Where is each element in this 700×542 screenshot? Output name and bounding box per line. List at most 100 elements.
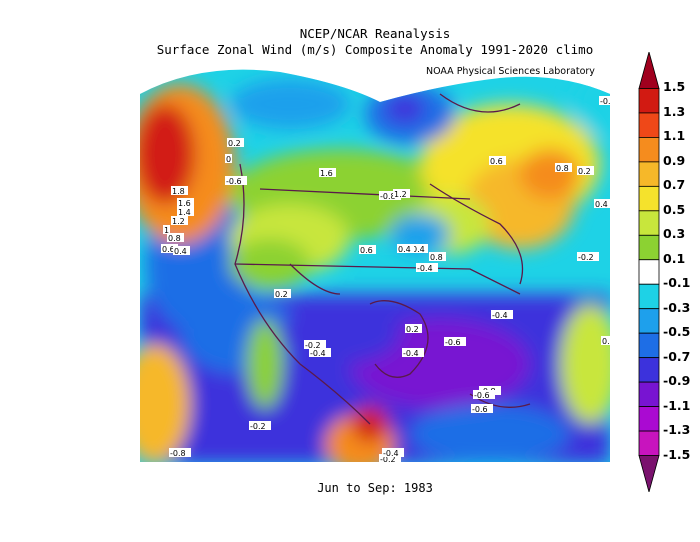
contour-label-bg bbox=[577, 166, 594, 175]
contour-label-bg bbox=[402, 348, 424, 357]
colorbar-segment bbox=[638, 357, 660, 383]
contour-label: 0.6 bbox=[490, 157, 503, 166]
contour-label: 0.8 bbox=[168, 234, 181, 243]
colorbar-tick-label: -0.9 bbox=[663, 373, 691, 389]
colorbar-segment bbox=[638, 161, 660, 187]
contour-label: -0.8 bbox=[380, 192, 396, 201]
colorbar-tick-label: -1.5 bbox=[663, 446, 691, 462]
colorbar-segment bbox=[638, 112, 660, 138]
colorbar-segment bbox=[638, 406, 660, 432]
contour-label: 0.6 bbox=[360, 246, 373, 255]
colorbar-tick-label: 1.3 bbox=[663, 103, 686, 119]
contour-label: 0.4 bbox=[412, 245, 425, 254]
contour-label: -0.6 bbox=[226, 177, 242, 186]
contour-label-bg bbox=[429, 252, 446, 261]
contour-label-bg bbox=[599, 96, 610, 105]
contour-label-bg bbox=[274, 289, 291, 298]
contour-label-bg bbox=[177, 207, 194, 216]
contour-label: -0.4 bbox=[403, 349, 419, 358]
contour-label-bg bbox=[379, 191, 401, 200]
contour-label: -0.2 bbox=[578, 253, 594, 262]
contour-label-bg bbox=[601, 336, 610, 345]
contour-label: -0.6 bbox=[445, 338, 461, 347]
colorbar-segment bbox=[638, 430, 660, 456]
contour-label-bg bbox=[489, 156, 506, 165]
time-period: Jun to Sep: 1983 bbox=[317, 481, 433, 495]
contour-label-bg bbox=[491, 310, 513, 319]
colorbar-tick-label: 0.7 bbox=[663, 177, 686, 193]
anomaly-map: 1.81.61.41.210.80.6 0.40.20-0.2-0.4-0.6-0… bbox=[140, 69, 610, 462]
contour-label-bg bbox=[173, 246, 190, 255]
colorbar-tick-label: 0.5 bbox=[663, 201, 686, 217]
contour-label-bg bbox=[382, 448, 404, 457]
colorbar-segment bbox=[638, 52, 660, 89]
contour-label: 1.2 bbox=[394, 190, 407, 199]
contour-label-bg bbox=[171, 186, 188, 195]
contour-label-bg bbox=[319, 168, 336, 177]
contour-label-bg bbox=[171, 216, 188, 225]
colorbar-tick-label: 0.1 bbox=[663, 250, 686, 266]
contour-label-bg bbox=[304, 340, 326, 349]
contour-label: -0.2 bbox=[380, 455, 396, 462]
contour-label-bg bbox=[577, 252, 599, 261]
colorbar-segment bbox=[638, 455, 660, 492]
colorbar-tick-label: -0.5 bbox=[663, 324, 691, 340]
contour-label-bg bbox=[309, 348, 331, 357]
colorbar-segment bbox=[638, 332, 660, 359]
colorbar-segment bbox=[638, 210, 660, 236]
contour-label: 0 bbox=[226, 155, 231, 164]
chart-subtitle: Surface Zonal Wind (m/s) Composite Anoma… bbox=[156, 42, 594, 57]
contour-label: -0.4 bbox=[310, 349, 326, 358]
colorbar-segment bbox=[638, 283, 660, 310]
colorbar-tick-label: 1.1 bbox=[663, 128, 686, 144]
contour-label: 0.6 bbox=[162, 245, 175, 254]
colorbar-tick-label: -0.1 bbox=[663, 275, 691, 291]
contour-label: 1.8 bbox=[172, 187, 185, 196]
contour-label: 0.4 bbox=[174, 247, 187, 256]
contour-labels: 1.81.61.41.210.80.6 0.40.20-0.2-0.4-0.6-0… bbox=[161, 96, 610, 462]
contour-label: -0.4 bbox=[417, 264, 433, 273]
contour-label-bg bbox=[359, 245, 376, 254]
contour-label-bg bbox=[473, 390, 495, 399]
contour-label-bg bbox=[163, 225, 170, 234]
contour-label: -0.6 bbox=[472, 405, 488, 414]
contour-label: -0.2 bbox=[305, 341, 321, 350]
contour-label: 0.4 bbox=[595, 200, 608, 209]
contour-label-bg bbox=[393, 189, 410, 198]
contour-label-bg bbox=[555, 163, 572, 172]
colorbar-segment bbox=[638, 234, 660, 261]
colorbar bbox=[638, 52, 660, 492]
contour-label: 0.2 bbox=[228, 139, 241, 148]
contour-label-bg bbox=[411, 244, 428, 253]
contour-label-bg bbox=[444, 337, 466, 346]
contour-label-bg bbox=[379, 454, 401, 462]
contour-label: -0.4 bbox=[383, 449, 399, 458]
colorbar-tick-label: 1.5 bbox=[663, 79, 686, 95]
colorbar-segment bbox=[638, 381, 660, 407]
contour-label-bg bbox=[167, 233, 184, 242]
contour-label: -0.2 bbox=[250, 422, 266, 431]
contour-label-bg bbox=[225, 176, 247, 185]
colorbar-segment bbox=[638, 308, 660, 334]
contour-label-bg bbox=[471, 404, 493, 413]
contour-label: -0.8 bbox=[170, 449, 186, 458]
colorbar-segment bbox=[638, 137, 660, 163]
contour-label: 1 bbox=[164, 226, 169, 235]
colorbar-segment bbox=[638, 259, 660, 285]
contour-label-bg bbox=[594, 199, 610, 208]
contour-label: 0.2 bbox=[406, 325, 419, 334]
colorbar-tick-label: 0.9 bbox=[663, 152, 686, 168]
colorbar-segment bbox=[638, 88, 660, 114]
contour-label-bg bbox=[177, 198, 194, 207]
contour-label-bg bbox=[227, 138, 244, 147]
contour-label: 1.4 bbox=[178, 208, 191, 217]
contour-label: 1.6 bbox=[320, 169, 333, 178]
contour-label: 0.2 bbox=[578, 167, 591, 176]
contour-label: -0.2 bbox=[600, 97, 610, 106]
contour-label: 0.8 bbox=[430, 253, 443, 262]
contour-label-bg bbox=[169, 448, 191, 457]
contour-label-bg bbox=[405, 324, 422, 333]
contour-label: -0.6 bbox=[474, 391, 490, 400]
colorbar-tick-label: -0.7 bbox=[663, 348, 691, 364]
organization-label: NOAA Physical Sciences Laboratory bbox=[426, 66, 595, 77]
